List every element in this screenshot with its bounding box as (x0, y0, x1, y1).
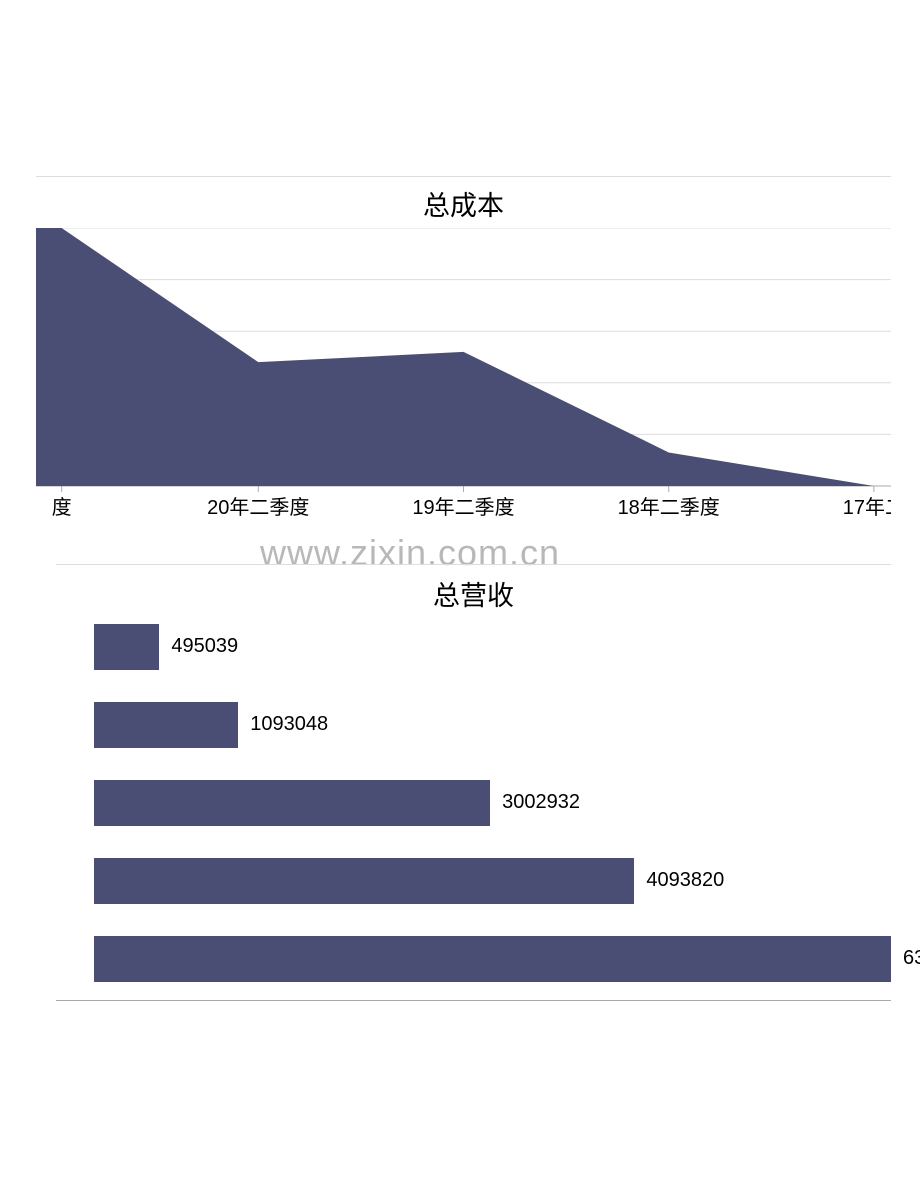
bar-value-label: 1093048 (250, 713, 328, 736)
area-series (36, 228, 891, 486)
bar-chart-title: 总营收 (56, 574, 891, 613)
bar (94, 702, 238, 748)
x-axis-label: 17年二 (843, 496, 891, 519)
grid-line (36, 176, 891, 177)
bar-value-label: 495039 (171, 635, 238, 658)
grid-line (56, 564, 891, 565)
area-chart-title: 总成本 (36, 184, 891, 223)
bar (94, 936, 891, 982)
area-chart-plot: 度 20年二季度 19年二季度 18年二季度 17年二 (36, 228, 891, 526)
bar-value-label: 4093820 (646, 869, 724, 892)
bar-chart: 总营收495039109304830029324093820637 (56, 544, 891, 1004)
x-axis-label: 18年二季度 (618, 496, 720, 519)
bar-value-label: 3002932 (502, 791, 580, 814)
bar (94, 780, 490, 826)
x-axis-label: 19年二季度 (412, 496, 514, 519)
bar-value-label: 637 (903, 947, 920, 970)
area-chart: 总成本度 20年二季度 19年二季度 18年二季度 17年二 (36, 176, 891, 526)
bar (94, 858, 634, 904)
x-axis-label: 度 (52, 496, 72, 519)
x-axis-label: 20年二季度 (207, 496, 309, 519)
bar (94, 624, 159, 670)
baseline (56, 1000, 891, 1001)
